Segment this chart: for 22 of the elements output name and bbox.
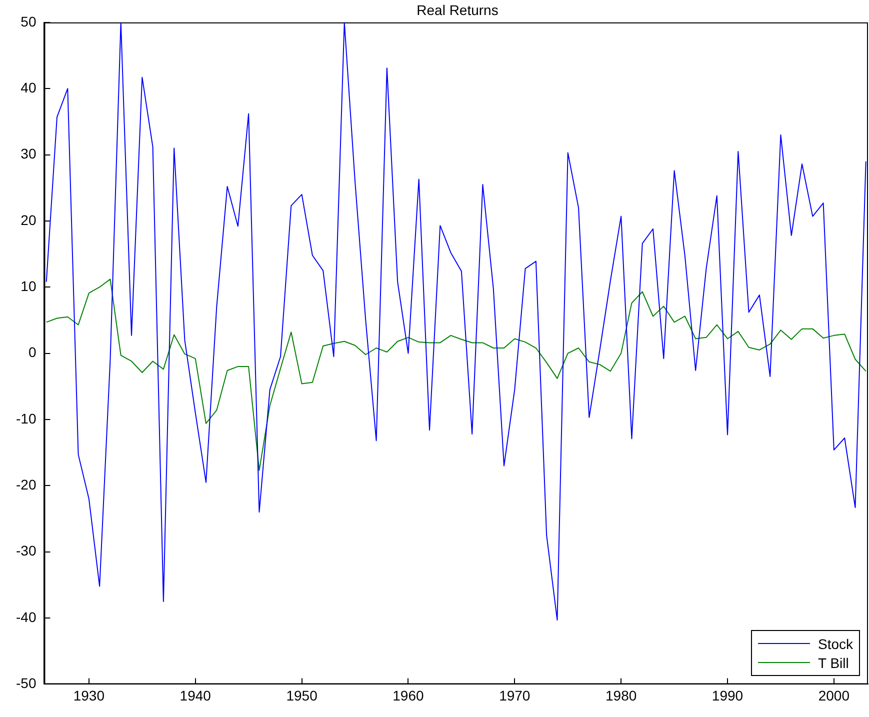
y-tick-label: -20	[16, 476, 36, 493]
chart-title: Real Returns	[416, 2, 500, 18]
x-tick-label: 1940	[180, 687, 212, 704]
y-tick-label: 0	[28, 344, 36, 360]
y-tick-label: -40	[16, 608, 36, 625]
x-tick-label: 1960	[392, 687, 424, 704]
y-tick-label: 30	[20, 146, 36, 162]
y-tick-label: -10	[16, 410, 36, 426]
x-tick-label: 1930	[73, 687, 105, 704]
x-tick-label: 1950	[286, 687, 318, 704]
y-tick-label: 10	[20, 278, 36, 294]
x-tick-label: 1980	[606, 687, 637, 704]
legend-label: T Bill	[818, 654, 849, 671]
y-tick-label: 40	[20, 79, 36, 96]
x-tick-label: 1990	[712, 687, 744, 704]
y-tick-label: -50	[16, 675, 36, 692]
y-tick-label: -30	[16, 542, 36, 559]
x-tick-label: 2000	[818, 687, 850, 704]
x-tick-label: 1970	[499, 687, 530, 704]
legend-label: Stock	[818, 636, 854, 652]
y-tick-label: 50	[20, 13, 36, 30]
y-tick-label: 20	[20, 212, 36, 228]
